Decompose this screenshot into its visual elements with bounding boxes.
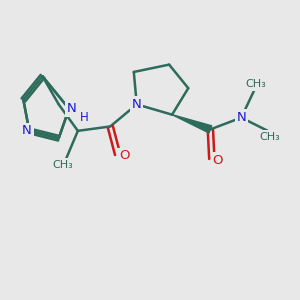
Text: N: N — [67, 102, 76, 115]
Text: N: N — [236, 111, 246, 124]
Text: CH₃: CH₃ — [259, 132, 280, 142]
Text: O: O — [119, 149, 129, 162]
Text: CH₃: CH₃ — [246, 79, 266, 89]
Text: N: N — [132, 98, 142, 111]
Polygon shape — [172, 115, 212, 133]
Text: O: O — [212, 154, 223, 167]
Text: H: H — [80, 111, 89, 124]
Text: CH₃: CH₃ — [53, 160, 74, 170]
Text: N: N — [22, 124, 32, 137]
